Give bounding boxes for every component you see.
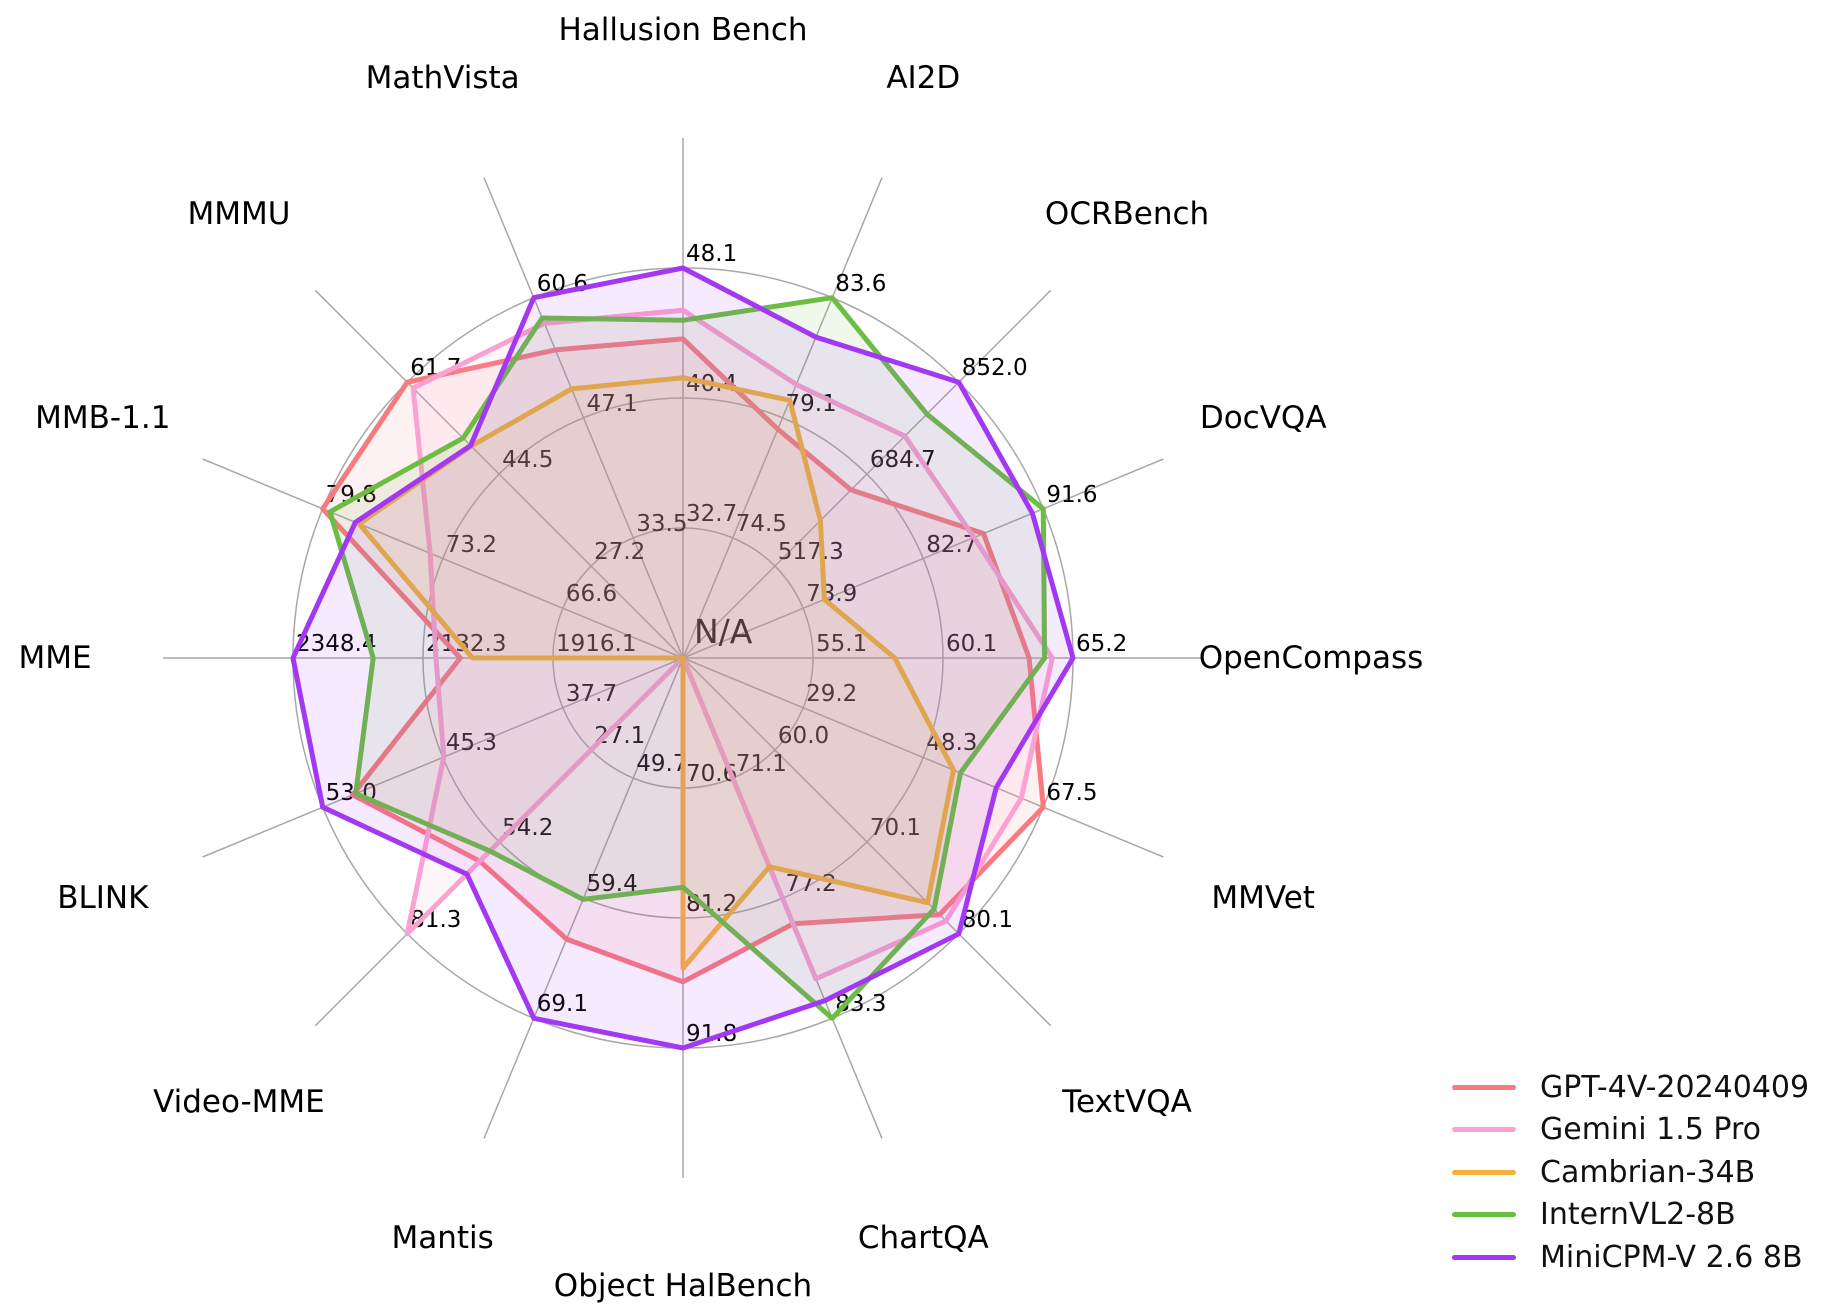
tick-label-mathvista-1: 33.5 <box>636 510 688 537</box>
axis-title-mmb-1-1: MMB-1.1 <box>35 399 171 436</box>
tick-label-docvqa-2: 82.7 <box>926 531 978 558</box>
tick-label-ocrbench-1: 517.3 <box>777 539 844 566</box>
legend-label-gemini-1-5-pro: Gemini 1.5 Pro <box>1540 1112 1761 1148</box>
series-polygon-gemini-1-5-pro <box>404 307 1055 982</box>
tick-label-mme-1: 1916.1 <box>556 631 637 657</box>
axis-title-mantis: Mantis <box>391 1220 494 1257</box>
tick-label-ai2d-3: 83.6 <box>835 270 887 297</box>
legend-item-minicpm-v-2-6-8b: MiniCPM-V 2.6 8B <box>1452 1236 1809 1279</box>
legend: GPT-4V-20240409 Gemini 1.5 Pro Cambrian-34… <box>1452 1066 1809 1279</box>
tick-label-mantis-3: 69.1 <box>536 991 588 1018</box>
axis-title-hallusion-bench: Hallusion Bench <box>558 11 808 48</box>
axis-title-chartqa: ChartQA <box>857 1220 989 1257</box>
axis-title-mathvista: MathVista <box>365 59 520 96</box>
axis-title-mmmu: MMMU <box>187 195 291 232</box>
legend-item-internvl2-8b: InternVL2-8B <box>1452 1194 1809 1237</box>
tick-label-hallusion-bench-1: 32.7 <box>686 501 738 527</box>
tick-label-mmb-1-1-1: 66.6 <box>565 581 618 608</box>
legend-swatch-cambrian-34b <box>1452 1169 1516 1175</box>
legend-label-internvl2-8b: InternVL2-8B <box>1540 1197 1736 1233</box>
series-polygon-internvl2-8b <box>327 295 1048 1021</box>
axis-title-video-mme: Video-MME <box>153 1084 325 1121</box>
axis-title-textvqa: TextVQA <box>1062 1084 1192 1121</box>
tick-label-textvqa-1: 60.0 <box>777 722 830 749</box>
tick-label-mme-3: 2348.4 <box>296 631 377 657</box>
legend-item-gpt-4v-20240409: GPT-4V-20240409 <box>1452 1066 1809 1109</box>
series-polygon-minicpm-v-2-6-8b <box>290 265 1076 1051</box>
tick-label-mmvet-3: 67.5 <box>1046 780 1098 807</box>
legend-item-gemini-1-5-pro: Gemini 1.5 Pro <box>1452 1109 1809 1152</box>
axis-title-opencompass: OpenCompass <box>1198 639 1424 676</box>
axis-title-ocrbench: OCRBench <box>1044 195 1210 232</box>
legend-swatch-gemini-1-5-pro <box>1452 1127 1516 1133</box>
legend-swatch-minicpm-v-2-6-8b <box>1452 1254 1516 1260</box>
tick-label-mmmu-2: 44.5 <box>502 447 554 474</box>
tick-label-textvqa-2: 70.1 <box>869 814 922 841</box>
legend-label-cambrian-34b: Cambrian-34B <box>1540 1154 1756 1190</box>
tick-label-ai2d-1: 74.5 <box>735 510 787 537</box>
legend-item-cambrian-34b: Cambrian-34B <box>1452 1151 1809 1194</box>
tick-label-ocrbench-3: 852.0 <box>961 355 1028 382</box>
tick-label-opencompass-1: 55.1 <box>816 631 868 657</box>
tick-label-hallusion-bench-3: 48.1 <box>686 241 738 267</box>
tick-label-blink-2: 45.3 <box>445 730 497 757</box>
tick-label-textvqa-3: 80.1 <box>961 906 1013 933</box>
tick-label-mmmu-1: 27.2 <box>594 539 646 566</box>
axis-title-docvqa: DocVQA <box>1199 399 1327 436</box>
legend-label-minicpm-v-2-6-8b: MiniCPM-V 2.6 8B <box>1540 1239 1803 1275</box>
tick-label-mmvet-1: 29.2 <box>806 680 858 707</box>
tick-label-mmb-1-1-2: 73.2 <box>445 531 497 558</box>
tick-label-opencompass-2: 60.1 <box>946 631 998 657</box>
legend-swatch-gpt-4v-20240409 <box>1452 1084 1516 1090</box>
axis-title-object-halbench: Object HalBench <box>553 1267 813 1304</box>
tick-label-opencompass-3: 65.2 <box>1076 631 1128 657</box>
tick-label-blink-1: 37.7 <box>565 680 618 707</box>
center-na-label: N/A <box>694 612 753 651</box>
tick-label-mantis-1: 49.7 <box>636 751 688 778</box>
legend-label-gpt-4v-20240409: GPT-4V-20240409 <box>1540 1069 1810 1105</box>
tick-label-docvqa-3: 91.6 <box>1046 481 1098 508</box>
tick-label-mathvista-2: 47.1 <box>586 390 638 417</box>
tick-label-chartqa-1: 71.1 <box>735 751 787 778</box>
axis-title-ai2d: AI2D <box>886 59 961 96</box>
legend-swatch-internvl2-8b <box>1452 1212 1516 1218</box>
axis-title-blink: BLINK <box>57 880 149 917</box>
axis-title-mmvet: MMVet <box>1211 880 1315 917</box>
axis-title-mme: MME <box>18 639 92 676</box>
